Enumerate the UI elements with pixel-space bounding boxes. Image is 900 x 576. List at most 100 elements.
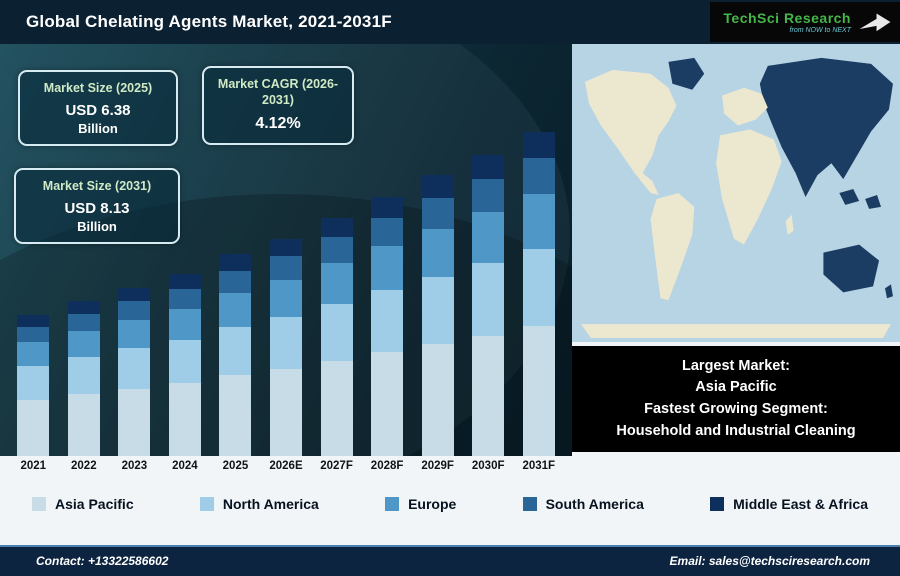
island-new-zealand (885, 284, 893, 299)
segment-asia-pacific (67, 394, 100, 456)
segment-asia-pacific (168, 383, 201, 456)
legend-item: North America (199, 496, 319, 512)
legend-swatch (32, 497, 46, 511)
email-info: Email: sales@techsciresearch.com (669, 554, 870, 568)
header: Global Chelating Agents Market, 2021-203… (0, 0, 900, 44)
segment-asia-pacific (17, 399, 50, 456)
page-title: Global Chelating Agents Market, 2021-203… (26, 12, 392, 31)
segment-north-america (67, 357, 100, 395)
segment-asia-pacific (219, 375, 252, 456)
segment-middle-east-africa (472, 155, 505, 179)
segment-asia-pacific (421, 343, 454, 456)
continent-antarctica (581, 324, 891, 339)
stacked-bar-2022 (67, 301, 100, 456)
info-value: 4.12% (255, 114, 301, 132)
segment-north-america (270, 317, 302, 370)
stacked-bar-2023 (118, 288, 151, 456)
logo-name: TechSci Research (723, 10, 851, 26)
segment-south-america (320, 237, 353, 264)
highlight-line: Asia Pacific (695, 379, 777, 396)
legend-item: Asia Pacific (32, 496, 134, 512)
segment-europe (371, 246, 404, 291)
bar-column (8, 315, 59, 456)
stacked-bar-2031F (522, 131, 555, 456)
segment-north-america (421, 276, 454, 344)
continent-greenland (668, 57, 705, 90)
highlight-line: Fastest Growing Segment: (644, 401, 828, 417)
segment-north-america (17, 366, 50, 400)
highlight-line: Household and Industrial Cleaning (616, 422, 856, 439)
techsci-logo: TechSci Research from NOW to NEXT (710, 2, 900, 42)
bar-column (412, 175, 463, 456)
year-label: 2026E (269, 460, 303, 472)
highlight-line: Largest Market: (682, 357, 790, 374)
bar-column (160, 274, 211, 456)
stacked-bar-2027F (320, 218, 353, 456)
segment-north-america (118, 348, 151, 389)
segment-europe (168, 308, 201, 340)
segment-middle-east-africa (168, 274, 201, 289)
segment-middle-east-africa (320, 218, 353, 238)
segment-north-america (219, 326, 252, 376)
island-madagascar (785, 214, 794, 235)
highlight-box: Largest Market: Asia Pacific Fastest Gro… (572, 346, 900, 452)
legend: Asia Pacific North America Europe South Ame… (0, 496, 900, 512)
bar-column (311, 218, 362, 456)
segment-south-america (67, 313, 100, 331)
bar-column (463, 155, 514, 456)
bar-column (109, 288, 160, 456)
info-label: Market CAGR (2026-2031) (217, 77, 339, 108)
bar-column (59, 301, 110, 456)
year-label: 2028F (370, 460, 404, 472)
year-label: 2024 (172, 460, 198, 472)
island-southeast-asia (865, 194, 882, 209)
legend-swatch (522, 497, 537, 511)
bar-column (513, 131, 564, 456)
stacked-bar-2030F (472, 155, 505, 456)
segment-middle-east-africa (421, 175, 454, 198)
segment-europe (118, 319, 151, 349)
segment-europe (17, 342, 50, 367)
info-label: Market Size (2031) (42, 179, 152, 193)
info-value: USD 8.13 (64, 200, 130, 218)
year-label: 2023 (121, 460, 148, 472)
bars (8, 91, 564, 456)
segment-asia-pacific (472, 335, 505, 456)
continent-south-america (650, 193, 695, 301)
legend-item: Europe (385, 496, 456, 512)
segment-middle-east-africa (118, 288, 151, 302)
segment-south-america (17, 326, 50, 343)
stacked-bar-2024 (168, 274, 201, 456)
continent-australia (823, 244, 880, 293)
stacked-bar-2029F (421, 175, 454, 456)
segment-north-america (371, 290, 404, 353)
legend-label: Middle East & Africa (733, 496, 868, 512)
year-label: 2030F (471, 460, 505, 472)
continent-north-america (585, 69, 677, 195)
year-label: 2031F (522, 460, 556, 472)
year-label: 2029F (421, 460, 454, 472)
bar-column (261, 239, 312, 456)
legend-item: Middle East & Africa (710, 496, 868, 512)
segment-europe (320, 263, 353, 304)
bar-column (210, 254, 261, 456)
footer: Contact: +13322586602 Email: sales@techs… (0, 545, 900, 576)
market-size-2025-box: Market Size (2025) USD 6.38 Billion (18, 70, 178, 147)
year-labels: 2021 2022 2023 2024 2025 2026E 2027F 2028F 2029F… (8, 460, 564, 472)
bottom-section: 2021 2022 2023 2024 2025 2026E 2027F 2028F 2029F… (0, 456, 900, 545)
segment-europe (472, 212, 505, 264)
segment-south-america (118, 301, 151, 320)
year-label: 2027F (320, 460, 353, 472)
legend-label: North America (222, 496, 319, 512)
segment-europe (270, 280, 302, 318)
segment-asia-pacific (371, 352, 404, 456)
segment-europe (421, 228, 454, 277)
legend-label: Asia Pacific (55, 496, 134, 512)
segment-asia-pacific (118, 388, 151, 456)
segment-europe (219, 292, 252, 327)
continent-africa (716, 129, 782, 245)
segment-south-america (270, 256, 302, 281)
segment-middle-east-africa (17, 315, 50, 327)
info-value: USD 6.38 (65, 102, 131, 120)
legend-swatch (385, 497, 400, 511)
